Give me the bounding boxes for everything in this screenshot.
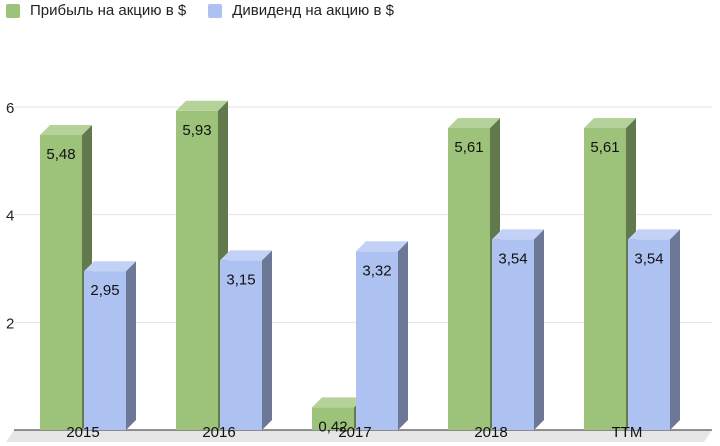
legend-label-dividend: Дивиденд на акцию в $ — [232, 2, 394, 19]
bar-top — [84, 261, 136, 272]
y-tick-label: 2 — [6, 315, 14, 332]
legend-swatch-profit — [6, 3, 20, 18]
data-label: 3,32 — [362, 262, 391, 279]
legend: Прибыль на акцию в $ Дивиденд на акцию в… — [6, 2, 394, 19]
data-label: 5,48 — [46, 146, 75, 163]
legend-item-dividend[interactable]: Дивиденд на акцию в $ — [208, 2, 394, 19]
bar-top — [176, 100, 228, 111]
legend-swatch-dividend — [208, 3, 223, 18]
bar-front — [84, 271, 126, 430]
bar-4-0 — [584, 117, 636, 431]
y-tick-label: 4 — [6, 208, 14, 225]
bar-top — [628, 229, 680, 240]
x-tick-label: 2015 — [66, 424, 99, 441]
bar-side — [126, 261, 136, 430]
bar-3-1 — [492, 229, 544, 430]
y-tick-label: 6 — [6, 100, 14, 117]
x-tick-label: TTM — [612, 424, 643, 441]
data-label: 0,42 — [318, 418, 347, 435]
legend-label-profit: Прибыль на акцию в $ — [30, 2, 187, 19]
bar-0-1 — [84, 261, 136, 430]
bar-front — [448, 127, 490, 431]
bar-side — [262, 250, 272, 430]
bar-top — [356, 241, 408, 252]
bar-side — [670, 229, 680, 430]
bar-front — [356, 251, 398, 430]
bar-top — [312, 397, 364, 408]
data-label: 2,95 — [90, 282, 119, 299]
legend-item-profit[interactable]: Прибыль на акцию в $ — [6, 2, 186, 19]
bar-front — [220, 260, 262, 430]
bar-top — [584, 117, 636, 128]
data-label: 5,61 — [454, 139, 483, 156]
bar-front — [176, 110, 218, 430]
data-label: 3,15 — [226, 271, 255, 288]
x-tick-label: 2017 — [338, 424, 371, 441]
data-label: 5,61 — [590, 139, 619, 156]
bar-front — [40, 134, 82, 430]
bar-front — [628, 239, 670, 430]
bar-front — [312, 407, 354, 430]
bar-top — [40, 124, 92, 135]
data-label: 3,54 — [634, 250, 663, 267]
bar-top — [448, 117, 500, 128]
bar-front — [584, 127, 626, 431]
bar-side — [534, 229, 544, 430]
data-label: 5,93 — [182, 122, 211, 139]
bar-2-1 — [356, 241, 408, 430]
bar-top — [220, 250, 272, 261]
bar-front — [492, 239, 534, 430]
bar-top — [492, 229, 544, 240]
bar-1-1 — [220, 250, 272, 430]
x-tick-label: 2016 — [202, 424, 235, 441]
chart-floor — [6, 430, 712, 442]
bar-side — [398, 241, 408, 430]
x-tick-label: 2018 — [474, 424, 507, 441]
bar-4-1 — [628, 229, 680, 430]
data-label: 3,54 — [498, 250, 527, 267]
